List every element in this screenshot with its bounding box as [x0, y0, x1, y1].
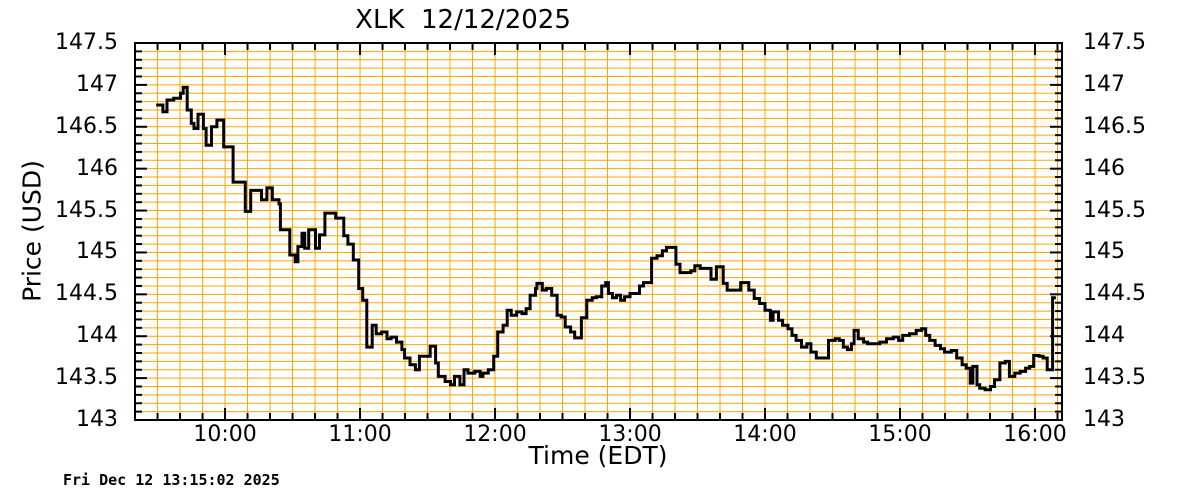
y-tick-label-right: 146	[1083, 155, 1125, 181]
x-axis-label: Time (EDT)	[528, 441, 668, 470]
timestamp: Fri Dec 12 13:15:02 2025	[63, 471, 280, 489]
plot-border	[134, 42, 1063, 421]
x-tick-label: 14:00	[733, 422, 797, 447]
y-tick-label-right: 145.5	[1083, 197, 1146, 223]
y-axis-label: Price (USD)	[17, 160, 47, 302]
x-tick-label: 12:00	[463, 422, 527, 447]
y-tick-label-right: 147	[1083, 71, 1125, 97]
y-tick-label-left: 147.5	[55, 30, 118, 55]
y-tick-label-right: 144	[1083, 323, 1125, 349]
tick-marks	[135, 43, 1062, 420]
y-tick-label-right: 146.5	[1083, 113, 1146, 139]
y-tick-label-left: 144	[76, 323, 118, 349]
price-step-line	[156, 85, 1056, 392]
y-tick-label-right: 143	[1083, 407, 1125, 432]
x-tick-label: 16:00	[1003, 422, 1067, 447]
y-tick-label-right: 145	[1083, 239, 1125, 265]
y-tick-label-left: 147	[76, 71, 118, 97]
y-tick-label-left: 143.5	[55, 365, 118, 391]
y-tick-label-left: 144.5	[55, 281, 118, 307]
x-tick-label: 15:00	[868, 422, 932, 447]
y-tick-label-left: 143	[76, 407, 118, 432]
y-tick-label-left: 146.5	[55, 113, 118, 139]
y-tick-label-right: 144.5	[1083, 281, 1146, 307]
x-tick-label: 13:00	[598, 422, 662, 447]
grid	[135, 43, 1062, 420]
y-tick-label-left: 145	[76, 239, 118, 265]
y-tick-label-right: 143.5	[1083, 365, 1146, 391]
chart-title: XLK 12/12/2025	[355, 5, 571, 35]
x-tick-label: 11:00	[328, 422, 392, 447]
x-tick-label: 10:00	[193, 422, 257, 447]
y-tick-label-left: 146	[76, 155, 118, 181]
y-tick-label-right: 147.5	[1083, 30, 1146, 55]
y-tick-label-left: 145.5	[55, 197, 118, 223]
